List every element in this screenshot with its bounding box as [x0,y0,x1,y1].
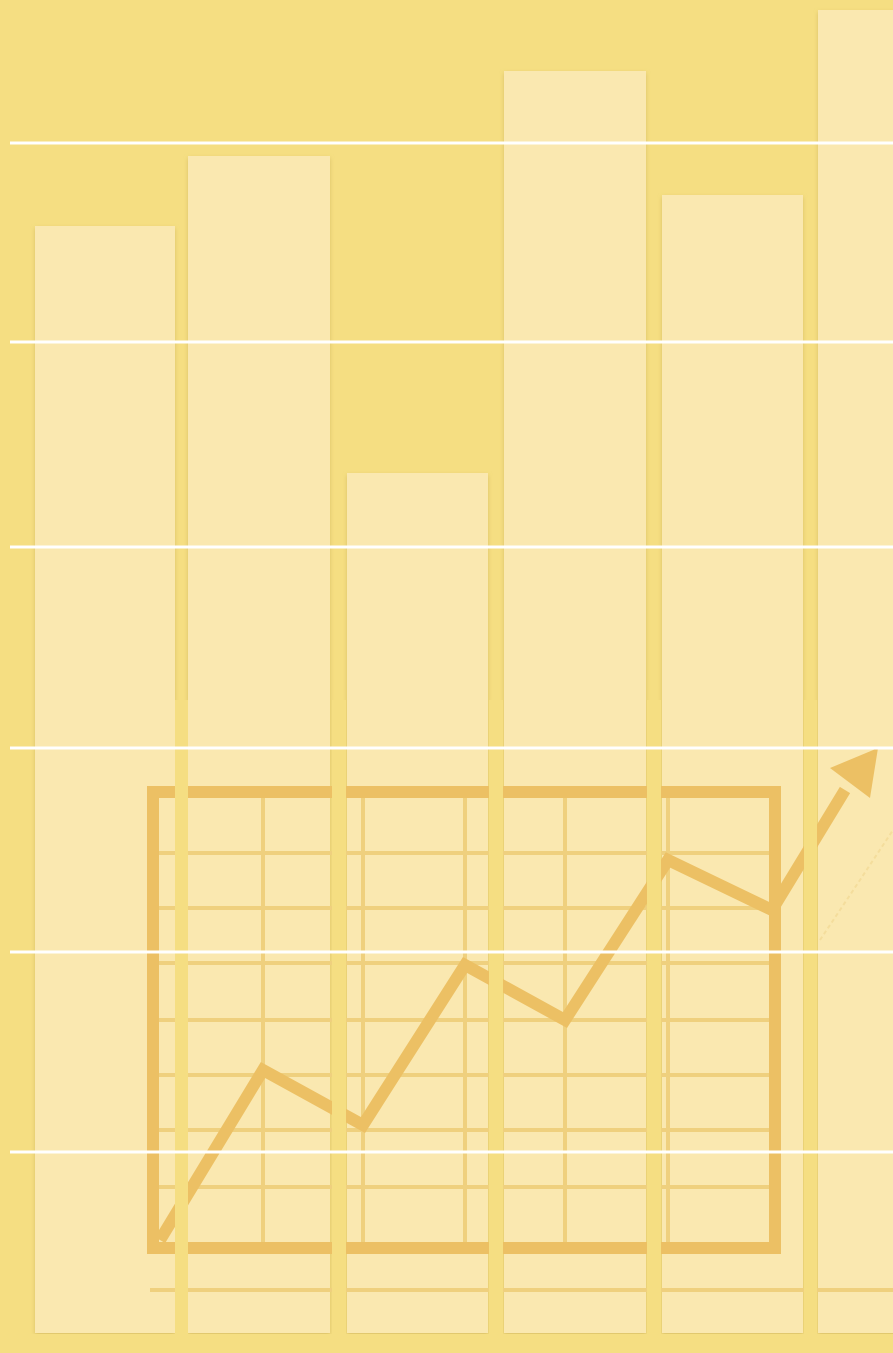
white-lines [10,141,893,1154]
bar [504,71,646,1333]
trend-line [154,786,851,1244]
bar [662,195,803,1333]
chart-frame [147,786,781,1254]
gap [489,700,503,1353]
bars [35,10,893,1333]
gap [647,700,661,1353]
gap [332,700,346,1353]
gap [0,1334,893,1353]
bar [188,156,330,1333]
shadow-line [819,829,893,941]
gap [804,700,817,1353]
bar [818,10,893,1333]
bar-gaps [0,700,893,1353]
arrow-head [830,748,878,798]
gap [175,700,188,1353]
